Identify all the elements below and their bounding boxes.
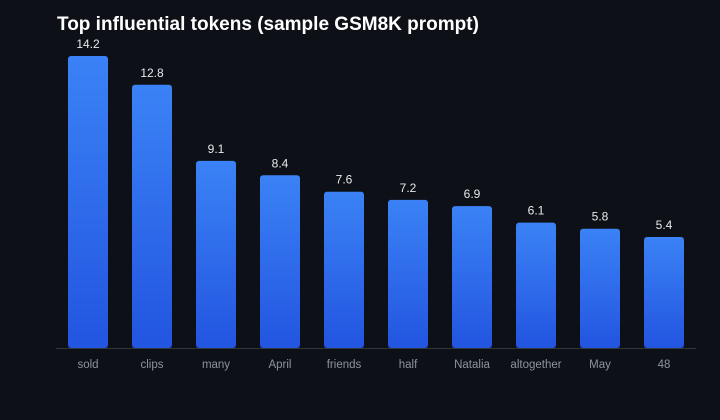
- x-tick-label-friends: friends: [327, 359, 362, 371]
- bar-altogether: [516, 222, 556, 348]
- value-label-april: 8.4: [272, 156, 289, 170]
- value-label-clips: 12.8: [140, 66, 164, 80]
- bar-sold: [68, 56, 108, 348]
- bars-group: [68, 56, 684, 349]
- bar-half: [388, 199, 428, 348]
- x-tick-label-clips: clips: [140, 359, 163, 371]
- value-label-natalia: 6.9: [464, 187, 481, 201]
- value-label-half: 7.2: [400, 181, 417, 195]
- bar-natalia: [452, 206, 492, 348]
- bar-may: [580, 228, 620, 348]
- x-tick-label-altogether: altogether: [510, 359, 561, 371]
- value-label-altogether: 6.1: [528, 204, 545, 218]
- x-tick-label-48: 48: [658, 359, 671, 371]
- bar-many: [196, 160, 236, 348]
- x-tick-label-half: half: [399, 359, 418, 371]
- x-tick-label-sold: sold: [77, 359, 98, 371]
- bar-clips: [132, 84, 172, 349]
- bar-friends: [324, 191, 364, 348]
- x-tick-label-april: April: [268, 359, 291, 371]
- chart-title: Top influential tokens (sample GSM8K pro…: [57, 14, 479, 35]
- bar-april: [260, 175, 300, 348]
- x-tick-label-may: May: [589, 359, 611, 371]
- x-tick-label-many: many: [202, 359, 230, 371]
- value-label-sold: 14.2: [76, 37, 100, 51]
- value-label-many: 9.1: [208, 142, 225, 156]
- x-tick-labels-group: sold clips many April friends half Natalia alto…: [77, 359, 670, 371]
- value-label-friends: 7.6: [336, 173, 353, 187]
- value-label-48: 5.4: [656, 218, 673, 232]
- x-tick-label-natalia: Natalia: [454, 359, 490, 371]
- value-label-may: 5.8: [592, 210, 609, 224]
- value-labels-group: 14.2 12.8 9.1 8.4 7.6 7.2 6.9 6.1 5.8 5.4: [76, 37, 672, 232]
- bar-48: [644, 237, 684, 348]
